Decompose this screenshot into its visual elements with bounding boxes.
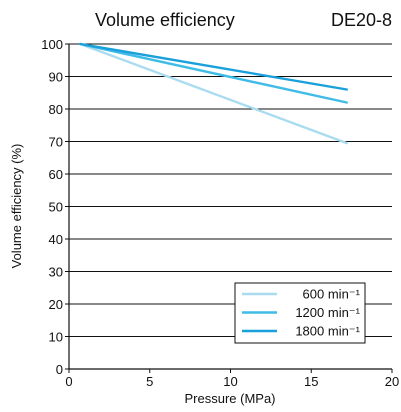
x-tick-label-0: 0 [65, 374, 72, 389]
y-tick-label-5: 50 [49, 200, 63, 215]
y-tick-label-3: 30 [49, 265, 63, 280]
y-ticks: 0 10 20 30 40 50 60 70 80 90 100 [41, 37, 69, 377]
y-tick-label-9: 90 [49, 70, 63, 85]
y-tick-label-2: 20 [49, 297, 63, 312]
series-line-1 [79, 42, 348, 104]
x-axis-label: Pressure (MPa) [184, 391, 275, 406]
y-tick-label-4: 40 [49, 232, 63, 247]
x-tick-label-4: 20 [385, 374, 399, 389]
y-tick-label-6: 60 [49, 167, 63, 182]
chart-title: Volume efficiency [95, 10, 235, 30]
legend-label-2: 1800 min⁻¹ [295, 324, 360, 339]
y-tick-label-8: 80 [49, 102, 63, 117]
series-line-0 [79, 42, 348, 145]
y-tick-label-0: 0 [56, 362, 63, 377]
chart-model-label: DE20-8 [331, 10, 392, 30]
series-line-2 [79, 42, 348, 91]
series-lines [79, 42, 348, 145]
x-tick-label-2: 10 [223, 374, 237, 389]
x-tick-label-3: 15 [304, 374, 318, 389]
y-tick-label-10: 100 [41, 37, 63, 52]
legend: 600 min⁻¹ 1200 min⁻¹ 1800 min⁻¹ [234, 282, 366, 344]
legend-label-1: 1200 min⁻¹ [295, 305, 360, 320]
legend-label-0: 600 min⁻¹ [303, 287, 361, 302]
x-tick-label-1: 5 [146, 374, 153, 389]
y-axis-label: Volume efficiency (%) [9, 144, 24, 269]
y-tick-label-7: 70 [49, 135, 63, 150]
x-ticks: 0 5 10 15 20 [65, 369, 399, 389]
y-tick-label-1: 10 [49, 330, 63, 345]
